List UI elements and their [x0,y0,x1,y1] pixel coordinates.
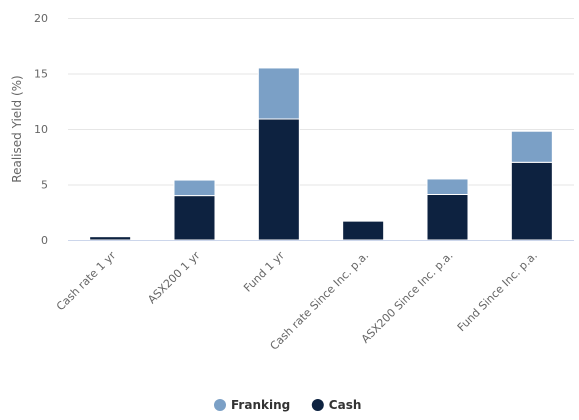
y-tick-label: 20 [34,12,48,25]
x-tick-label: ASX200 1 yr [145,249,203,307]
legend-label: Franking [231,398,290,412]
x-tick-label: ASX200 Since Inc. p.a. [359,249,456,346]
bar-franking-1[interactable] [173,179,216,197]
y-tick-label: 0 [41,234,48,247]
bars [89,67,553,241]
y-axis-ticks: 0 5 10 15 20 [34,12,48,247]
legend-label: Cash [329,398,362,412]
legend-item-cash[interactable]: Cash [311,398,362,412]
y-axis-title: Realised Yield (%) [10,75,24,182]
bar-franking-4[interactable] [426,178,469,195]
x-tick-label: Fund Since Inc. p.a. [455,249,540,334]
y-tick-label: 10 [34,123,48,136]
x-tick-label: Cash rate 1 yr [54,249,119,314]
bar-cash-1[interactable] [173,195,216,241]
bar-franking-2[interactable] [257,67,300,120]
bar-franking-5[interactable] [510,130,553,163]
bar-cash-5[interactable] [510,161,553,241]
grid-lines [68,18,574,186]
y-tick-label: 15 [34,68,48,81]
y-tick-label: 5 [41,179,48,192]
legend-item-franking[interactable]: Franking [214,398,290,412]
x-tick-label: Cash rate Since Inc. p.a. [268,249,372,353]
bar-cash-0[interactable] [89,236,132,241]
bar-cash-3[interactable] [342,220,385,241]
legend: Franking Cash [214,398,361,412]
x-tick-label: Fund 1 yr [241,249,287,295]
legend-swatch [311,399,324,411]
bar-cash-4[interactable] [426,193,469,241]
legend-swatch [214,399,226,411]
bar-cash-2[interactable] [257,118,300,241]
